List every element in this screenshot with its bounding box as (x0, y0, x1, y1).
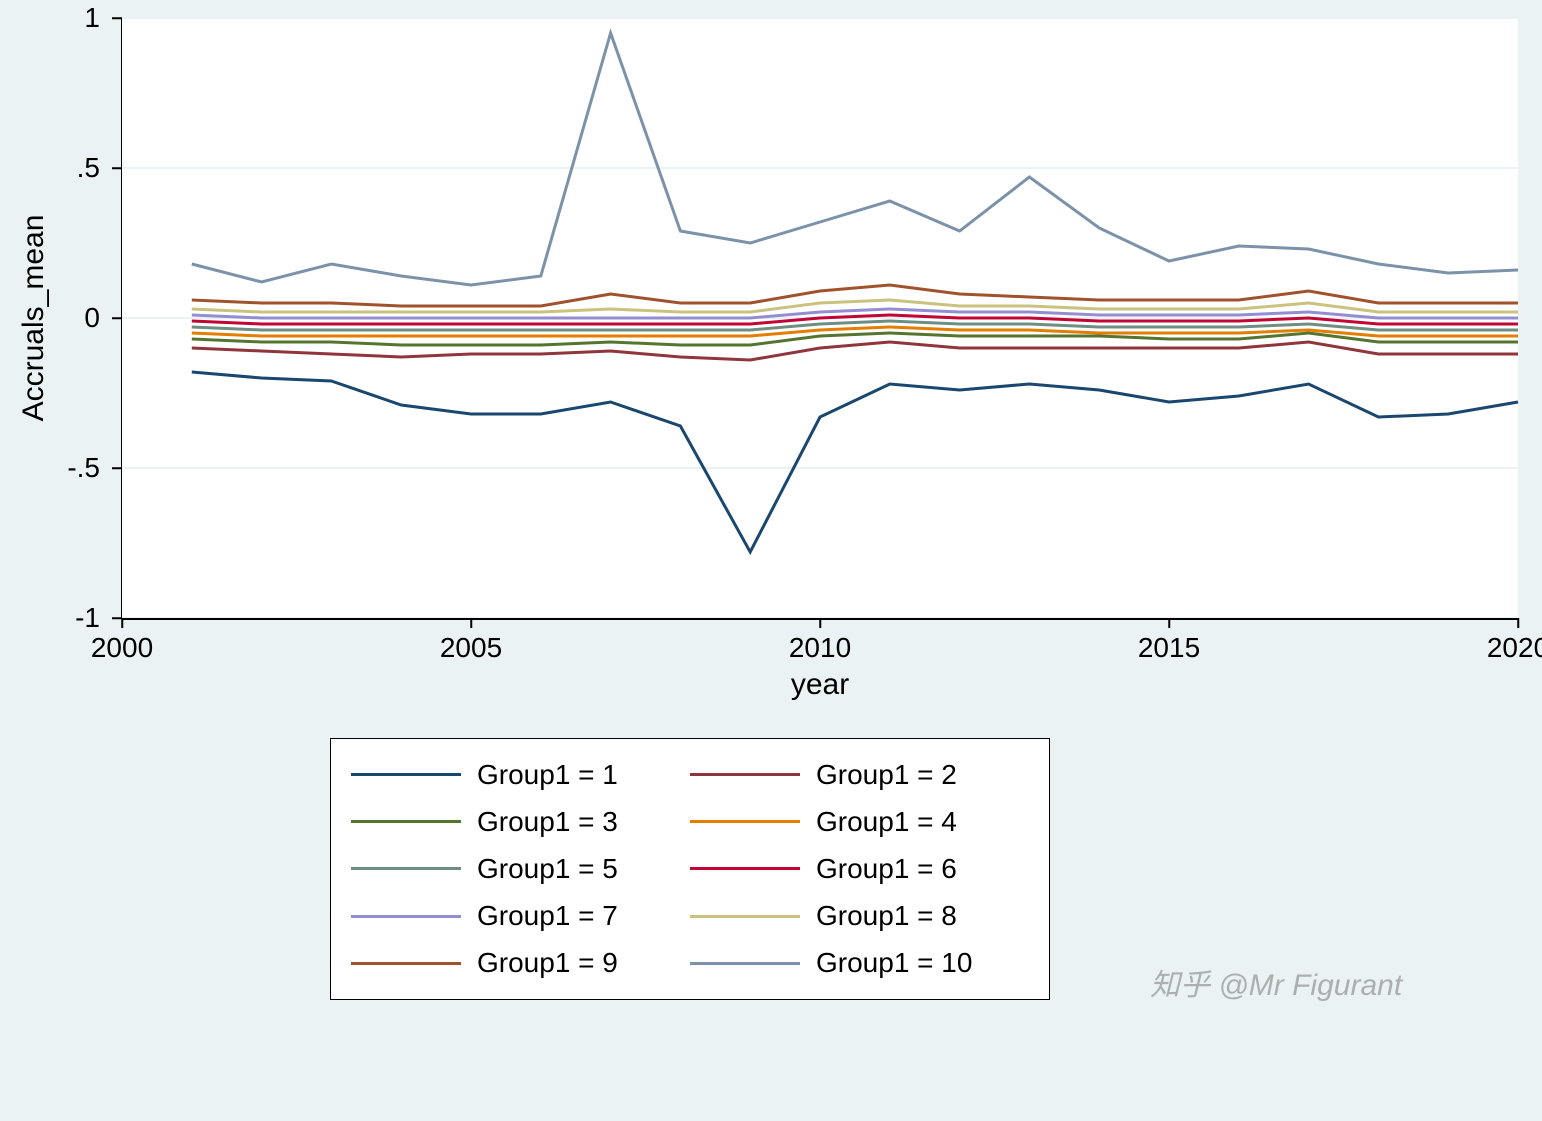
legend-grid: Group1 = 1 Group1 = 2 Group1 = 3 Group1 = 4… (331, 739, 1049, 999)
legend-label: Group1 = 1 (477, 759, 618, 791)
series-line (192, 33, 1518, 285)
y-tick-label: 0 (0, 302, 100, 334)
y-tick-label: .5 (0, 152, 100, 184)
x-tick-area: 20002005201020152020 (122, 618, 1518, 668)
chart-lines-svg (122, 18, 1518, 618)
legend-line-swatch (351, 867, 461, 870)
legend-label: Group1 = 6 (816, 853, 957, 885)
legend-line-swatch (690, 867, 800, 870)
legend-label: Group1 = 9 (477, 947, 618, 979)
legend-item: Group1 = 3 (351, 798, 690, 845)
legend-label: Group1 = 4 (816, 806, 957, 838)
x-tick-mark (1168, 618, 1170, 628)
y-tick-label: -.5 (0, 452, 100, 484)
plot-area (122, 18, 1518, 618)
legend-item: Group1 = 5 (351, 845, 690, 892)
legend-item: Group1 = 6 (690, 845, 1029, 892)
y-tick-label: 1 (0, 2, 100, 34)
legend-line-swatch (351, 915, 461, 918)
x-tick-mark (1517, 618, 1519, 628)
legend-item: Group1 = 8 (690, 893, 1029, 940)
x-tick-label: 2000 (91, 632, 153, 664)
legend-line-swatch (690, 820, 800, 823)
legend-item: Group1 = 2 (690, 751, 1029, 798)
legend-line-swatch (351, 962, 461, 965)
y-axis-line (121, 18, 123, 618)
legend-line-swatch (351, 820, 461, 823)
x-tick-label: 2010 (789, 632, 851, 664)
legend-line-swatch (690, 773, 800, 776)
legend-item: Group1 = 9 (351, 940, 690, 987)
x-tick-mark (470, 618, 472, 628)
legend-item: Group1 = 7 (351, 893, 690, 940)
legend-item: Group1 = 10 (690, 940, 1029, 987)
legend-item: Group1 = 4 (690, 798, 1029, 845)
y-tick-label: -1 (0, 602, 100, 634)
legend: Group1 = 1 Group1 = 2 Group1 = 3 Group1 = 4… (330, 738, 1050, 1000)
series-line (192, 372, 1518, 552)
legend-label: Group1 = 3 (477, 806, 618, 838)
x-axis-label: year (791, 668, 849, 702)
legend-item: Group1 = 1 (351, 751, 690, 798)
legend-label: Group1 = 2 (816, 759, 957, 791)
legend-line-swatch (690, 915, 800, 918)
y-tick-labels: -1-.50.51 (0, 18, 108, 618)
legend-line-swatch (351, 773, 461, 776)
legend-label: Group1 = 8 (816, 900, 957, 932)
chart-container: Accruals_mean -1-.50.51 2000200520102015… (0, 0, 1542, 1121)
x-tick-label: 2005 (440, 632, 502, 664)
legend-label: Group1 = 5 (477, 853, 618, 885)
x-tick-mark (819, 618, 821, 628)
watermark: 知乎 @Mr Figurant (1150, 960, 1402, 1004)
x-tick-label: 2020 (1487, 632, 1542, 664)
legend-line-swatch (690, 962, 800, 965)
legend-label: Group1 = 10 (816, 947, 972, 979)
legend-label: Group1 = 7 (477, 900, 618, 932)
x-tick-label: 2015 (1138, 632, 1200, 664)
x-tick-mark (121, 618, 123, 628)
